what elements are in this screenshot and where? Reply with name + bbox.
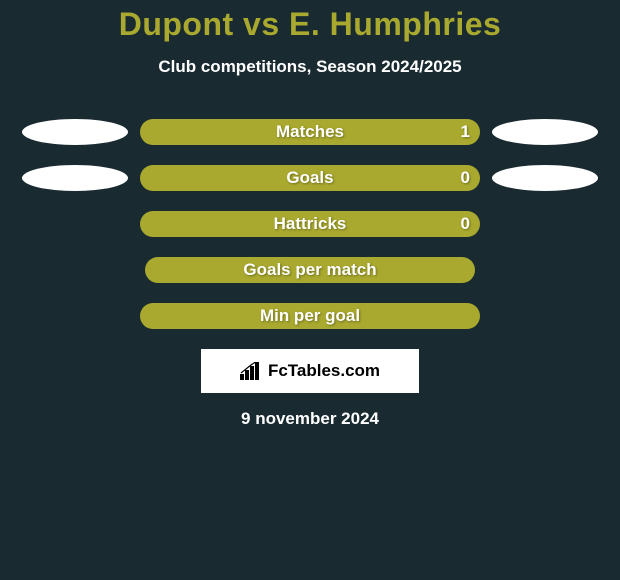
- bar-chart-icon: [240, 362, 262, 380]
- stat-label: Goals per match: [243, 260, 376, 280]
- page-subtitle: Club competitions, Season 2024/2025: [0, 57, 620, 77]
- stat-bar: Goals per match: [145, 257, 475, 283]
- date-stamp: 9 november 2024: [0, 409, 620, 429]
- stat-label: Hattricks: [274, 214, 347, 234]
- stat-bar: Hattricks 0: [140, 211, 480, 237]
- stat-row: Hattricks 0: [0, 211, 620, 237]
- player-right-marker: [492, 119, 598, 145]
- stat-bar: Matches 1: [140, 119, 480, 145]
- player-right-marker: [492, 165, 598, 191]
- stat-label: Matches: [276, 122, 344, 142]
- source-logo-text: FcTables.com: [268, 361, 380, 381]
- comparison-infographic: Dupont vs E. Humphries Club competitions…: [0, 0, 620, 580]
- player-left-marker: [22, 119, 128, 145]
- stat-row: Matches 1: [0, 119, 620, 145]
- stat-value-right: 0: [461, 168, 470, 188]
- source-logo: FcTables.com: [201, 349, 419, 393]
- stat-bar: Min per goal: [140, 303, 480, 329]
- stat-rows: Matches 1 Goals 0 Hattricks 0 Goals: [0, 119, 620, 329]
- stat-label: Min per goal: [260, 306, 360, 326]
- stat-row: Goals 0: [0, 165, 620, 191]
- stat-bar: Goals 0: [140, 165, 480, 191]
- page-title: Dupont vs E. Humphries: [0, 0, 620, 43]
- player-left-marker: [22, 165, 128, 191]
- stat-label: Goals: [286, 168, 333, 188]
- stat-value-right: 0: [461, 214, 470, 234]
- stat-row: Goals per match: [0, 257, 620, 283]
- stat-value-right: 1: [461, 122, 470, 142]
- stat-row: Min per goal: [0, 303, 620, 329]
